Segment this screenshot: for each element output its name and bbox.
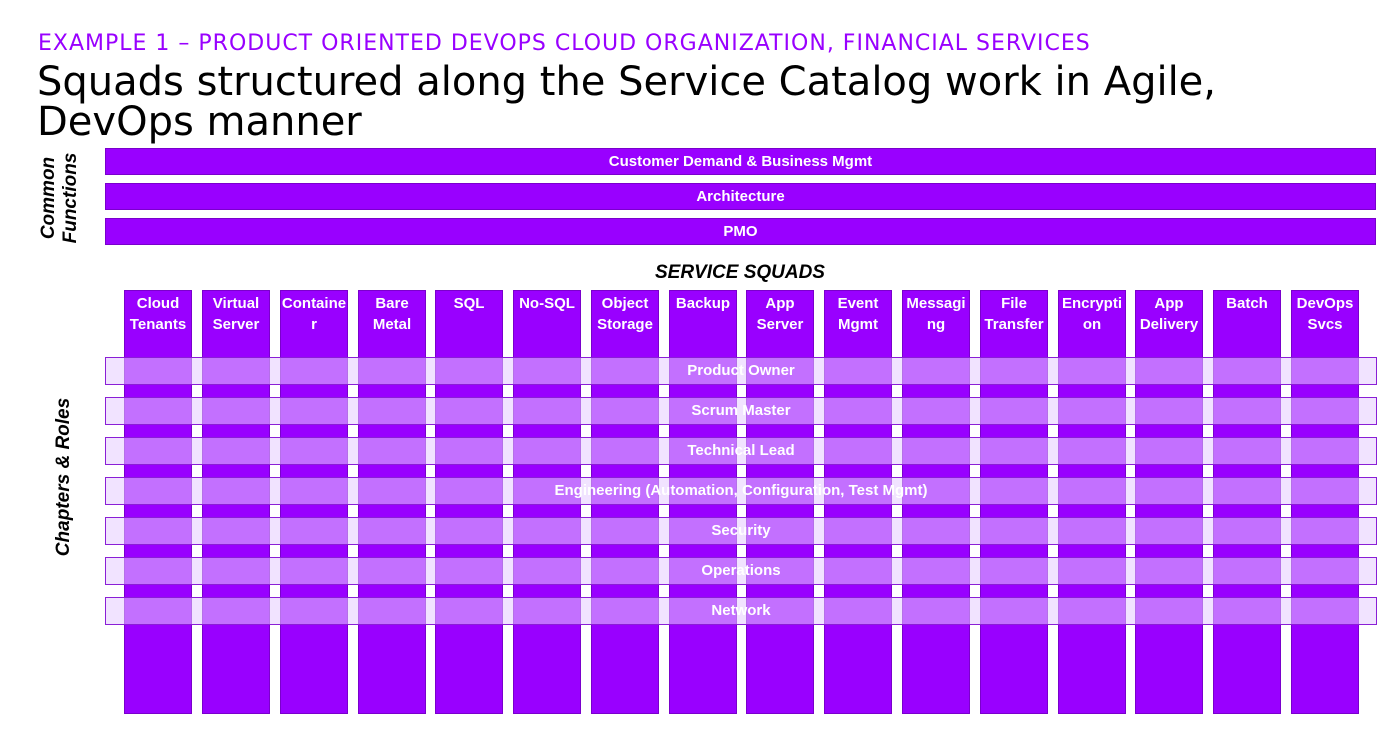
chapter-bar-engineering: Engineering (Automation, Configuration, …	[105, 477, 1377, 505]
common-functions-label-line1: Common	[38, 156, 59, 240]
chapter-bar-operations: Operations	[105, 557, 1377, 585]
chapter-bar-scrum-master: Scrum Master	[105, 397, 1377, 425]
chapters-roles-label: Chapters & Roles	[53, 397, 74, 557]
chapter-bar-technical-lead: Technical Lead	[105, 437, 1377, 465]
slide-title: Squads structured along the Service Cata…	[37, 59, 1217, 145]
service-squads-title: SERVICE SQUADS	[655, 262, 825, 283]
function-bar-pmo: PMO	[105, 218, 1376, 245]
function-bar-customer-demand: Customer Demand & Business Mgmt	[105, 148, 1376, 175]
chapter-bar-product-owner: Product Owner	[105, 357, 1377, 385]
common-functions-label: Common Functions	[38, 128, 84, 268]
common-functions-label-line2: Functions	[60, 152, 81, 244]
slide-eyebrow: EXAMPLE 1 – PRODUCT ORIENTED DEVOPS CLOU…	[38, 31, 1091, 56]
chapter-bar-security: Security	[105, 517, 1377, 545]
function-bar-architecture: Architecture	[105, 183, 1376, 210]
chapter-bar-network: Network	[105, 597, 1377, 625]
